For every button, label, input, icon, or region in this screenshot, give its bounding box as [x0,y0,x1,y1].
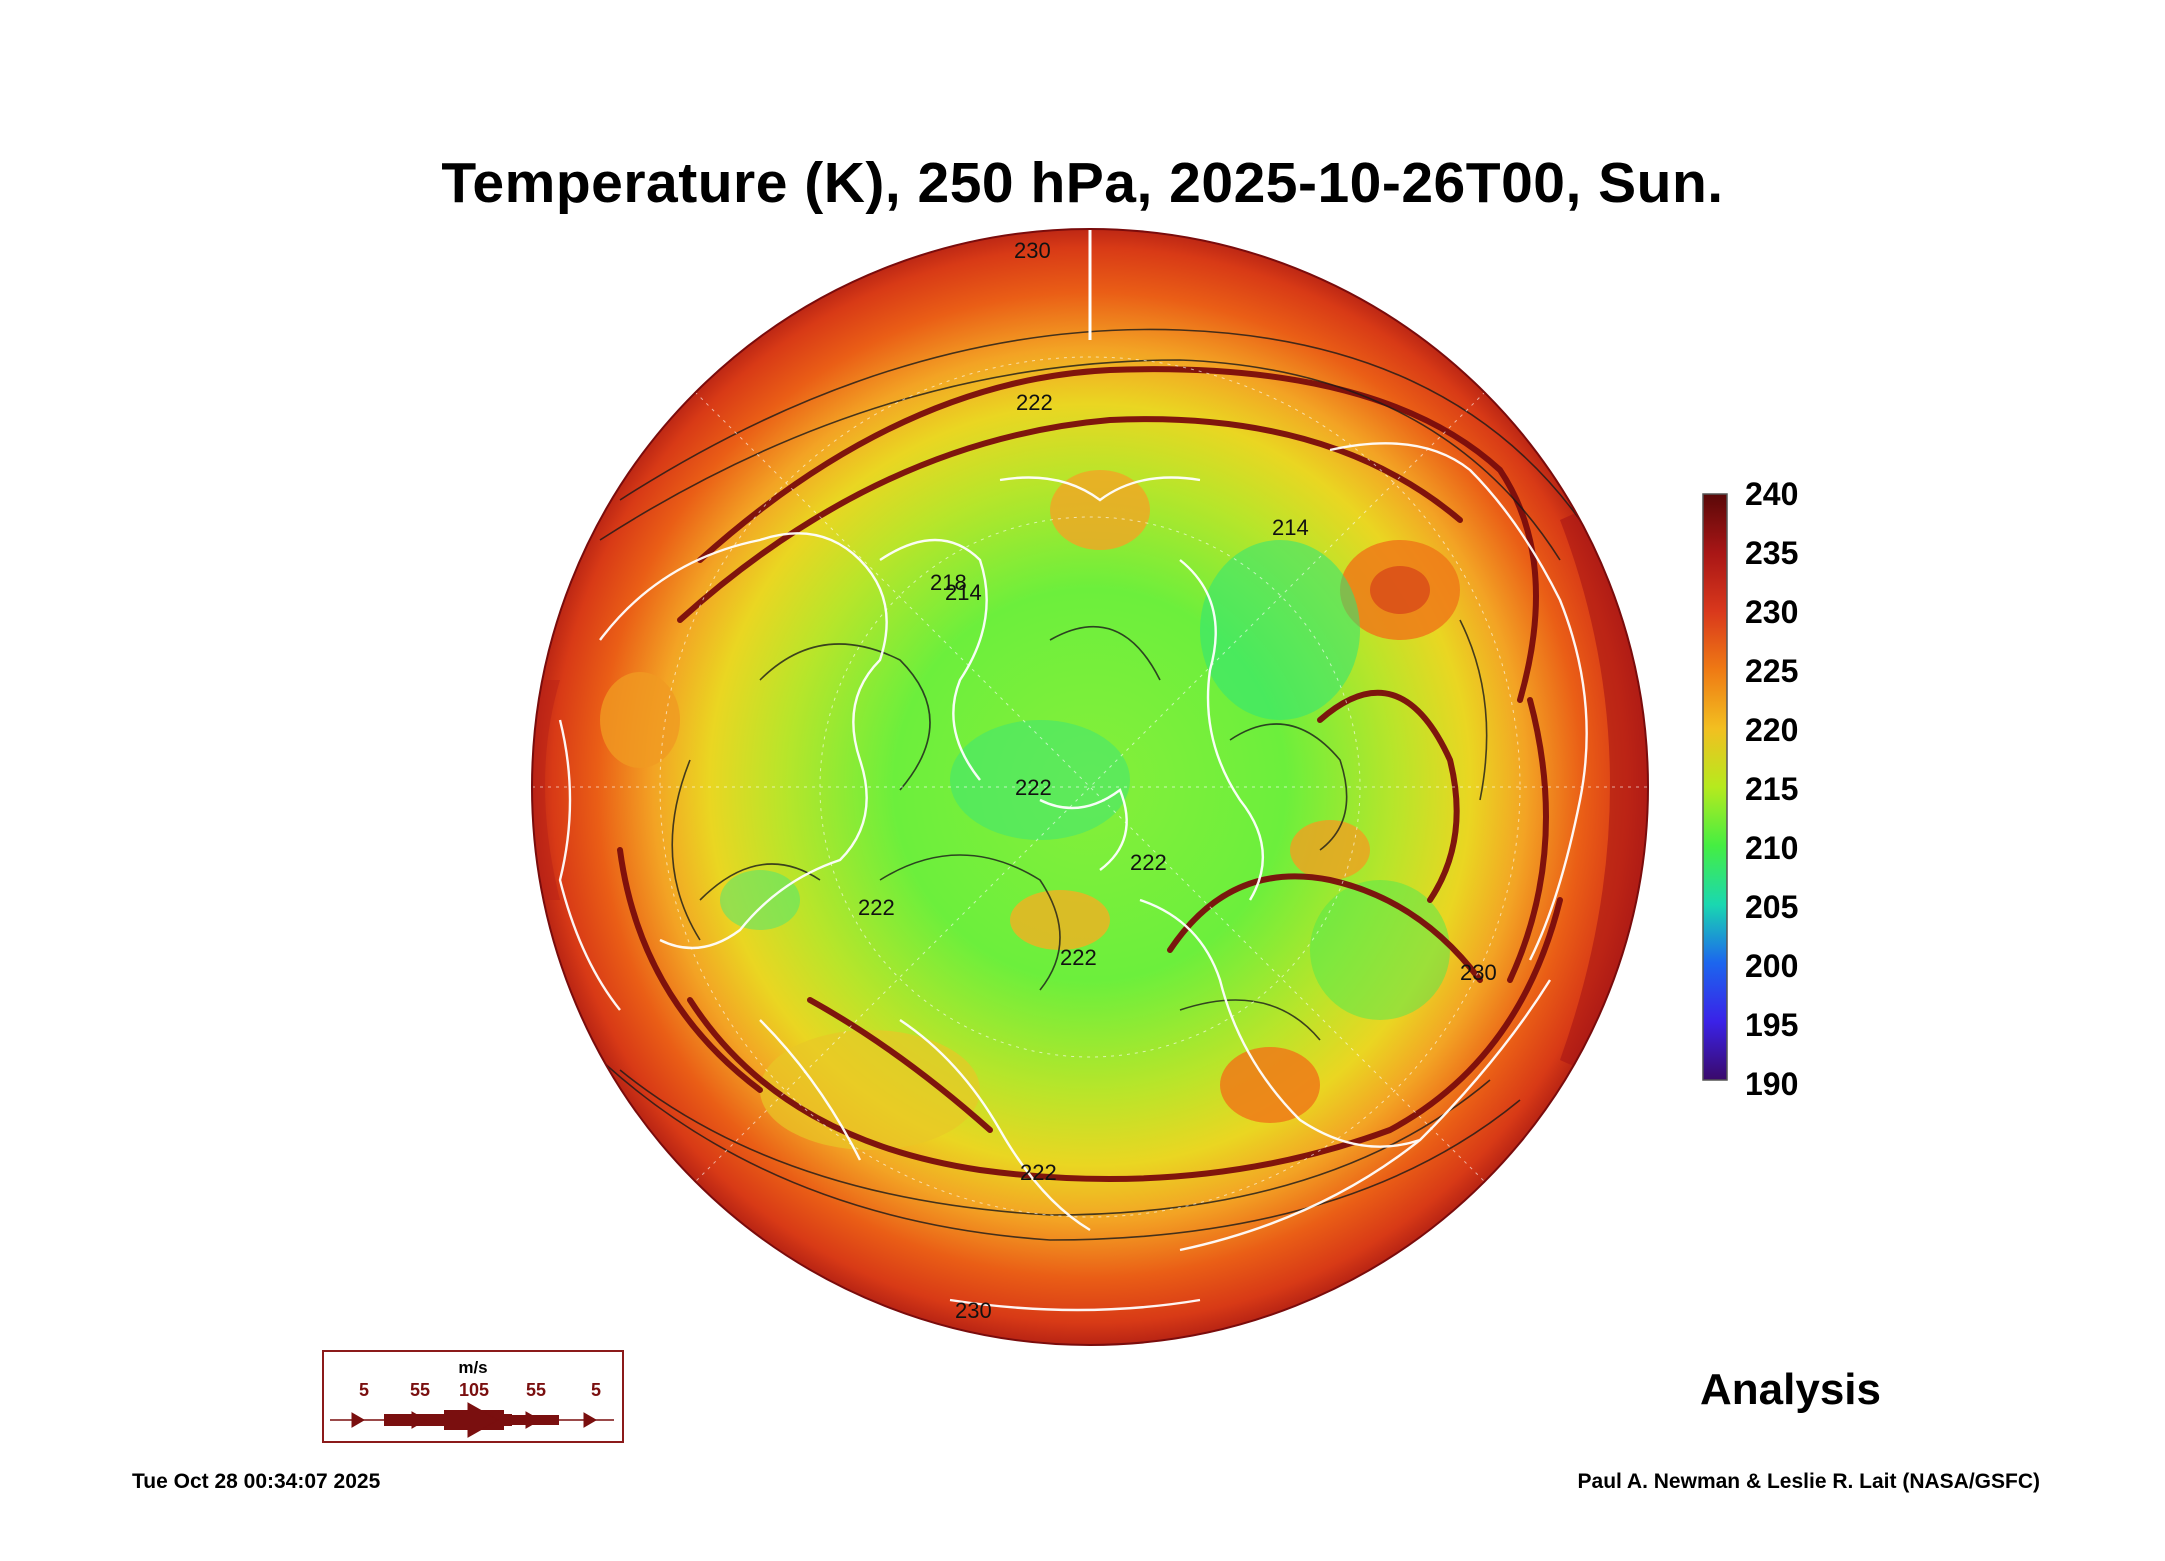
contour-label: 214 [945,580,982,605]
wind-value-label: 5 [590,1380,602,1400]
colorbar-label: 215 [1745,771,1799,807]
contour-label: 218 [930,570,967,595]
timestamp: Tue Oct 28 00:34:07 2025 [132,1470,381,1493]
contour-label: 222 [1020,1160,1057,1185]
credit: Paul A. Newman & Leslie R. Lait (NASA/GS… [1577,1470,2040,1493]
wind-value-label: 105 [458,1380,490,1400]
wind-unit-label: m/s [458,1358,488,1377]
colorbar [1702,493,1728,1081]
map-title: Temperature (K), 250 hPa, 2025-10-26T00,… [441,151,1724,215]
analysis-label: Analysis [1700,1365,1881,1414]
contour-label: 222 [1130,850,1167,875]
colorbar-label: 230 [1745,594,1799,630]
wind-speed-legend-arrow [330,1402,614,1438]
colorbar-label: 240 [1745,476,1799,512]
contour-label: 230 [1460,960,1497,985]
wind-value-label: 5 [358,1380,370,1400]
colorbar-label: 220 [1745,712,1799,748]
colorbar-label: 225 [1745,653,1799,689]
map-border [531,228,1649,1346]
wind-value-label: 55 [409,1380,431,1400]
colorbar-label: 190 [1745,1066,1799,1102]
contour-label: 230 [955,1298,992,1323]
colorbar-label: 200 [1745,948,1799,984]
contour-label: 222 [858,895,895,920]
colorbar-label: 210 [1745,830,1799,866]
colorbar-label: 195 [1745,1007,1799,1043]
wind-value-label: 55 [525,1380,547,1400]
colorbar-label: 205 [1745,889,1799,925]
contour-label: 222 [1016,390,1053,415]
contour-label: 222 [1015,775,1052,800]
temperature-field [532,229,1648,1345]
contour-label: 222 [1060,945,1097,970]
contour-label: 214 [1272,515,1309,540]
contour-label: 230 [1014,238,1051,263]
wind-speed-legend: m/s 5 55 105 55 5 [322,1350,624,1443]
colorbar-label: 235 [1745,535,1799,571]
